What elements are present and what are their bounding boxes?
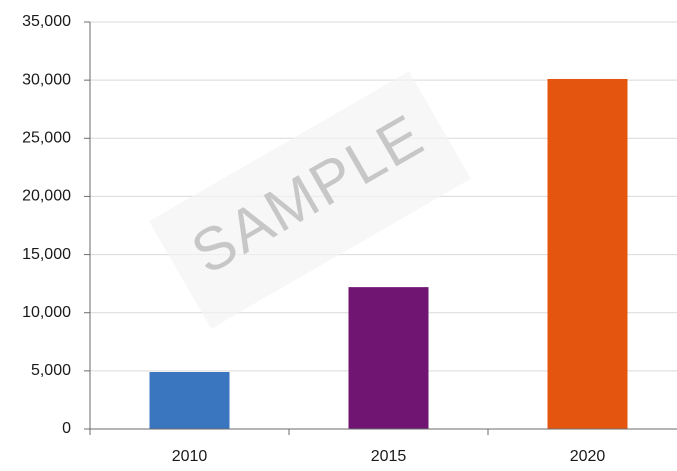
- x-tick-label: 2010: [172, 448, 208, 465]
- axes: [84, 21, 677, 435]
- y-tick-label: 5,000: [31, 362, 71, 379]
- y-tick-label: 10,000: [22, 304, 71, 321]
- y-tick-label: 30,000: [22, 71, 71, 88]
- tick-labels: 0 5,000 10,000 15,000 20,000 25,000 30,000 35,0…: [22, 13, 605, 465]
- bar-2020: [547, 78, 628, 429]
- x-tick-label: 2015: [371, 448, 407, 465]
- y-tick-label: 20,000: [22, 188, 71, 205]
- bars: [149, 78, 628, 429]
- y-tick-label: 35,000: [22, 13, 71, 30]
- y-tick-label: 15,000: [22, 246, 71, 263]
- x-tick-label: 2020: [570, 448, 606, 465]
- y-tick-label: 25,000: [22, 130, 71, 147]
- bar-2010: [149, 372, 230, 429]
- y-tick-label: 0: [62, 420, 71, 437]
- watermark-backdrop: [149, 71, 471, 329]
- bar-2015: [348, 287, 429, 429]
